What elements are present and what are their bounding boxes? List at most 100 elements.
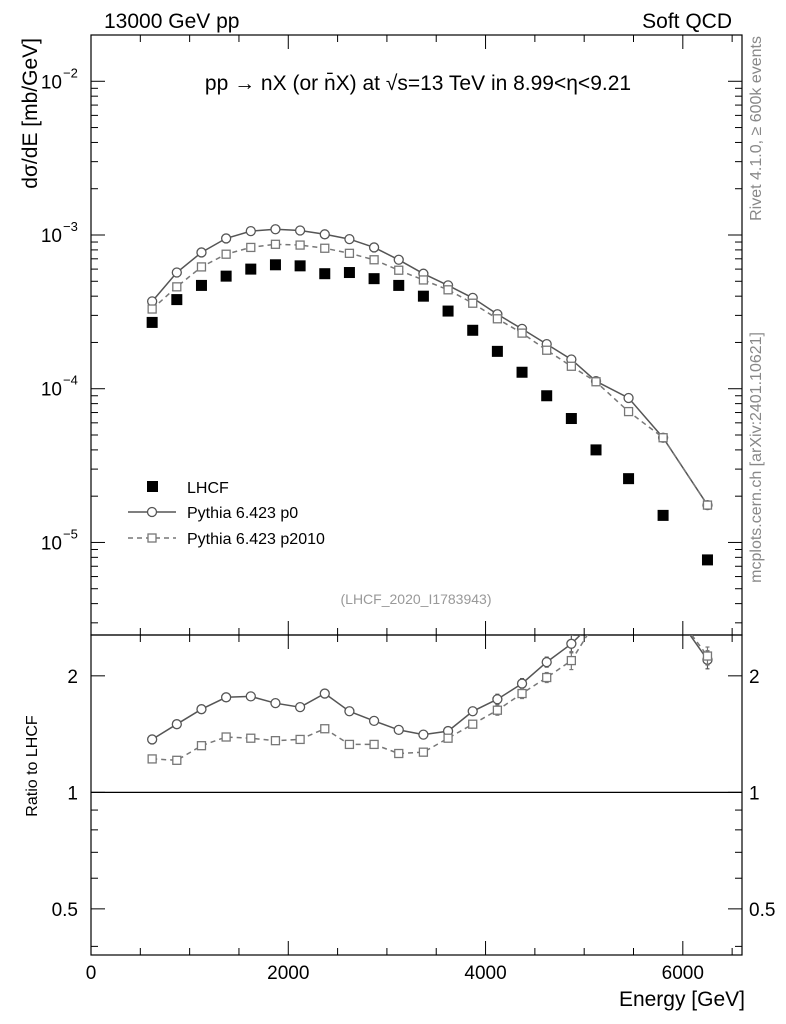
ratio-p2010-point bbox=[221, 732, 231, 742]
ratio-p2010-point bbox=[592, 617, 600, 625]
legend-marker-p0 bbox=[146, 506, 158, 518]
ratio-p2010-curve bbox=[152, 635, 709, 762]
ratio-p0-point bbox=[245, 691, 256, 702]
ratio-p2010-point bbox=[418, 747, 429, 757]
legend-marker-lhcf bbox=[147, 481, 158, 492]
ratio-p2010-point bbox=[147, 754, 157, 764]
ratio-p2010-point bbox=[443, 733, 453, 743]
ratio-y-axis: 2 2 1 1 0.5 0.5 bbox=[52, 667, 775, 947]
lhcf-point bbox=[294, 260, 306, 272]
ratio-p0-point bbox=[516, 678, 528, 689]
x-tick-label: 0 bbox=[86, 963, 97, 984]
ratio-p2010-point bbox=[246, 733, 256, 743]
p2010-point bbox=[394, 265, 404, 275]
lhcf-point bbox=[491, 345, 503, 357]
ratio-p0-point bbox=[319, 688, 330, 699]
main-y-tick-exponent: −2 bbox=[63, 65, 78, 80]
lhcf-point bbox=[220, 270, 232, 282]
lhcf-point bbox=[195, 279, 207, 291]
ratio-p2010-point bbox=[295, 734, 305, 745]
ratio-p0-point bbox=[344, 706, 355, 717]
p2010-point bbox=[320, 243, 330, 253]
legend-label-lhcf: LHCF bbox=[187, 480, 229, 497]
main-y-tick-label: 10 bbox=[41, 72, 62, 93]
main-y-tick-label: 10 bbox=[41, 533, 62, 554]
ratio-p2010-point bbox=[542, 672, 552, 683]
ratio-p2010-point bbox=[320, 724, 330, 734]
ratio-p2010-point bbox=[468, 719, 478, 729]
p2010-point bbox=[623, 406, 634, 417]
lhcf-point bbox=[541, 390, 553, 402]
ratio-plot-frame bbox=[90, 634, 743, 956]
ratio-p2010-point bbox=[566, 655, 577, 666]
p2010-point bbox=[344, 248, 355, 258]
p2010-point bbox=[658, 433, 668, 443]
main-y-label: dσ/dE [mb/GeV] bbox=[19, 38, 42, 189]
chart-title: pp → nX (or n̄X) at √s=13 TeV in 8.99<η<… bbox=[205, 72, 631, 95]
p0-point bbox=[368, 242, 380, 253]
header-left: 13000 GeV pp bbox=[104, 10, 239, 33]
p2010-point bbox=[591, 377, 601, 387]
lhcf-point bbox=[565, 413, 577, 425]
lhcf-point bbox=[343, 267, 355, 279]
main-y-tick-exponent: −5 bbox=[63, 526, 78, 541]
p2010-point bbox=[270, 239, 281, 249]
ratio-y-tick-label: 1 bbox=[67, 783, 78, 804]
p2010-point bbox=[246, 242, 256, 253]
ratio-p0-point bbox=[624, 585, 633, 594]
legend-label-p0: Pythia 6.423 p0 bbox=[187, 505, 298, 522]
main-y-axis: 10−210−310−410−5 bbox=[41, 34, 742, 624]
lhcf-point bbox=[146, 316, 158, 328]
ratio-p0-point bbox=[592, 615, 601, 624]
p2010-point bbox=[147, 304, 157, 314]
p0-point bbox=[344, 233, 355, 245]
ratio-p2010-point bbox=[270, 736, 281, 746]
lhcf-point bbox=[467, 324, 479, 336]
ratio-p0-point bbox=[659, 592, 668, 601]
ratio-p0-point bbox=[294, 702, 306, 713]
mcplots-label: mcplots.cern.ch [arXiv:2401.10621] bbox=[748, 332, 765, 583]
x-axis: 0 2000 4000 6000 bbox=[86, 35, 733, 984]
p2010-point bbox=[172, 282, 182, 292]
p2010-point bbox=[196, 262, 207, 272]
ratio-y-tick-label-right: 1 bbox=[749, 783, 760, 804]
p0-point bbox=[220, 233, 232, 244]
ratio-p0-point bbox=[492, 694, 503, 705]
ratio-p0-point bbox=[467, 706, 478, 717]
ratio-p0-point bbox=[171, 719, 182, 730]
lhcf-point bbox=[701, 554, 713, 566]
ratio-p2010-point bbox=[517, 688, 527, 699]
p0-point bbox=[319, 229, 330, 240]
lhcf-point bbox=[171, 294, 183, 306]
p2010-point bbox=[443, 285, 453, 295]
ratio-p2010-point bbox=[172, 755, 182, 765]
p0-point bbox=[393, 254, 404, 265]
legend-marker-p2010 bbox=[147, 533, 157, 543]
p2010-point bbox=[369, 255, 379, 265]
p0-curve bbox=[151, 228, 709, 506]
ratio-p2010-point bbox=[702, 651, 713, 661]
x-axis-label: Energy [GeV] bbox=[619, 988, 745, 1011]
x-tick-label: 6000 bbox=[662, 963, 704, 984]
ratio-p2010-point bbox=[659, 593, 667, 601]
lhcf-point bbox=[442, 305, 454, 317]
p2010-point bbox=[295, 240, 305, 250]
rivet-version-label: Rivet 4.1.0, ≥ 600k events bbox=[748, 36, 765, 221]
p0-point bbox=[270, 224, 281, 235]
lhcf-point bbox=[393, 279, 405, 291]
p2010-point bbox=[221, 249, 231, 259]
ratio-p0-point bbox=[541, 656, 552, 668]
p2010-point bbox=[702, 500, 713, 510]
p0-point bbox=[623, 392, 634, 404]
ratio-p2010-point bbox=[369, 739, 379, 750]
p2010-point bbox=[566, 361, 577, 371]
p2010-point bbox=[517, 328, 527, 338]
ratio-y-tick-label-right: 0.5 bbox=[749, 900, 775, 921]
p2010-curve bbox=[151, 243, 709, 506]
lhcf-point bbox=[516, 366, 528, 378]
p0-point bbox=[294, 225, 306, 236]
ratio-y-tick-label: 2 bbox=[67, 667, 78, 688]
header-right: Soft QCD bbox=[642, 10, 732, 33]
lhcf-point bbox=[417, 290, 429, 302]
